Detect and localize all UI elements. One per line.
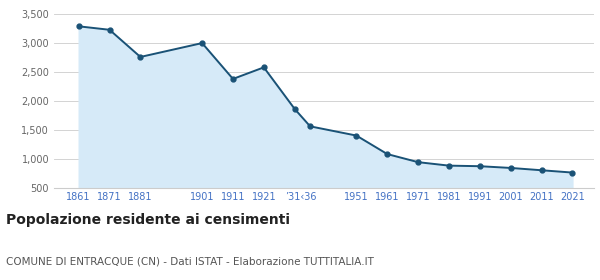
Text: Popolazione residente ai censimenti: Popolazione residente ai censimenti xyxy=(6,213,290,227)
Text: COMUNE DI ENTRACQUE (CN) - Dati ISTAT - Elaborazione TUTTITALIA.IT: COMUNE DI ENTRACQUE (CN) - Dati ISTAT - … xyxy=(6,256,374,266)
